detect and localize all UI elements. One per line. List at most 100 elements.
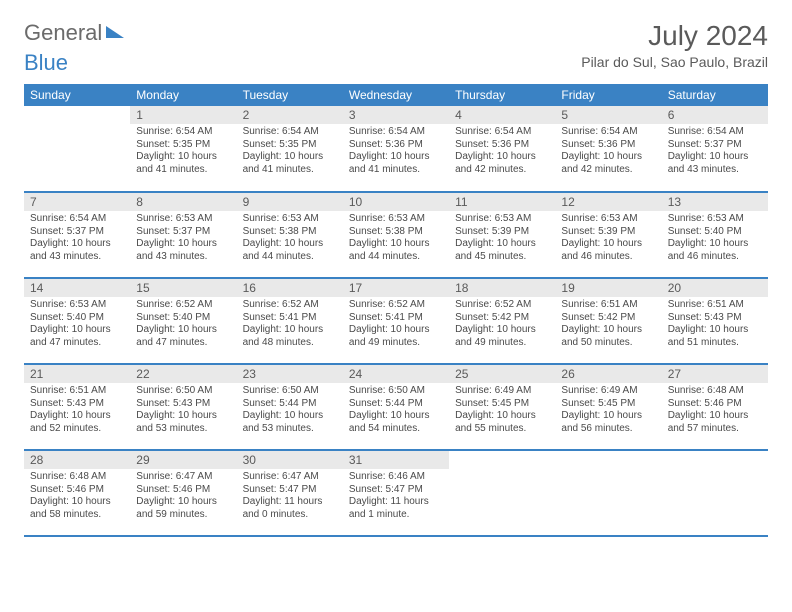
calendar-cell: 30Sunrise: 6:47 AMSunset: 5:47 PMDayligh… — [237, 450, 343, 536]
sunrise-text: Sunrise: 6:54 AM — [30, 213, 124, 226]
day-body: Sunrise: 6:54 AMSunset: 5:36 PMDaylight:… — [555, 124, 661, 182]
day-number: 15 — [130, 279, 236, 297]
sunset-text: Sunset: 5:41 PM — [349, 312, 443, 325]
calendar-cell: 24Sunrise: 6:50 AMSunset: 5:44 PMDayligh… — [343, 364, 449, 450]
sunrise-text: Sunrise: 6:47 AM — [136, 471, 230, 484]
triangle-icon — [106, 26, 124, 38]
sunrise-text: Sunrise: 6:49 AM — [455, 385, 549, 398]
sunset-text: Sunset: 5:36 PM — [561, 139, 655, 152]
day-number: 13 — [662, 193, 768, 211]
daylight-text: Daylight: 10 hours and 44 minutes. — [349, 238, 443, 263]
daylight-text: Daylight: 10 hours and 52 minutes. — [30, 410, 124, 435]
day-number: 5 — [555, 106, 661, 124]
day-number: 23 — [237, 365, 343, 383]
calendar-table: Sunday Monday Tuesday Wednesday Thursday… — [24, 84, 768, 537]
day-body: Sunrise: 6:52 AMSunset: 5:41 PMDaylight:… — [343, 297, 449, 355]
day-body: Sunrise: 6:54 AMSunset: 5:37 PMDaylight:… — [662, 124, 768, 182]
day-body: Sunrise: 6:50 AMSunset: 5:44 PMDaylight:… — [237, 383, 343, 441]
day-body: Sunrise: 6:53 AMSunset: 5:39 PMDaylight:… — [555, 211, 661, 269]
sunrise-text: Sunrise: 6:54 AM — [136, 126, 230, 139]
col-wednesday: Wednesday — [343, 84, 449, 106]
daylight-text: Daylight: 10 hours and 55 minutes. — [455, 410, 549, 435]
day-body: Sunrise: 6:51 AMSunset: 5:43 PMDaylight:… — [662, 297, 768, 355]
sunrise-text: Sunrise: 6:53 AM — [30, 299, 124, 312]
sunset-text: Sunset: 5:37 PM — [136, 226, 230, 239]
daylight-text: Daylight: 10 hours and 43 minutes. — [136, 238, 230, 263]
day-number — [449, 451, 555, 455]
calendar-cell: 20Sunrise: 6:51 AMSunset: 5:43 PMDayligh… — [662, 278, 768, 364]
day-number — [662, 451, 768, 455]
day-body: Sunrise: 6:48 AMSunset: 5:46 PMDaylight:… — [662, 383, 768, 441]
day-number: 24 — [343, 365, 449, 383]
daylight-text: Daylight: 10 hours and 47 minutes. — [30, 324, 124, 349]
col-saturday: Saturday — [662, 84, 768, 106]
day-number: 12 — [555, 193, 661, 211]
sunset-text: Sunset: 5:36 PM — [455, 139, 549, 152]
day-body: Sunrise: 6:48 AMSunset: 5:46 PMDaylight:… — [24, 469, 130, 527]
calendar-cell: 22Sunrise: 6:50 AMSunset: 5:43 PMDayligh… — [130, 364, 236, 450]
day-number: 10 — [343, 193, 449, 211]
calendar-cell: 19Sunrise: 6:51 AMSunset: 5:42 PMDayligh… — [555, 278, 661, 364]
day-number: 20 — [662, 279, 768, 297]
day-body: Sunrise: 6:53 AMSunset: 5:37 PMDaylight:… — [130, 211, 236, 269]
calendar-cell: 8Sunrise: 6:53 AMSunset: 5:37 PMDaylight… — [130, 192, 236, 278]
day-number: 30 — [237, 451, 343, 469]
calendar-week: 21Sunrise: 6:51 AMSunset: 5:43 PMDayligh… — [24, 364, 768, 450]
daylight-text: Daylight: 10 hours and 41 minutes. — [349, 151, 443, 176]
sunset-text: Sunset: 5:36 PM — [349, 139, 443, 152]
sunrise-text: Sunrise: 6:52 AM — [455, 299, 549, 312]
day-number: 3 — [343, 106, 449, 124]
calendar-cell: 15Sunrise: 6:52 AMSunset: 5:40 PMDayligh… — [130, 278, 236, 364]
sunset-text: Sunset: 5:39 PM — [455, 226, 549, 239]
calendar-cell: 12Sunrise: 6:53 AMSunset: 5:39 PMDayligh… — [555, 192, 661, 278]
daylight-text: Daylight: 10 hours and 53 minutes. — [136, 410, 230, 435]
sunrise-text: Sunrise: 6:53 AM — [455, 213, 549, 226]
day-number: 6 — [662, 106, 768, 124]
daylight-text: Daylight: 10 hours and 43 minutes. — [30, 238, 124, 263]
month-title: July 2024 — [581, 20, 768, 52]
day-number: 8 — [130, 193, 236, 211]
sunset-text: Sunset: 5:37 PM — [30, 226, 124, 239]
daylight-text: Daylight: 11 hours and 0 minutes. — [243, 496, 337, 521]
day-number: 17 — [343, 279, 449, 297]
daylight-text: Daylight: 10 hours and 51 minutes. — [668, 324, 762, 349]
calendar-cell — [555, 450, 661, 536]
daylight-text: Daylight: 10 hours and 41 minutes. — [136, 151, 230, 176]
day-number: 1 — [130, 106, 236, 124]
logo-text-2: Blue — [24, 50, 68, 76]
title-block: July 2024 Pilar do Sul, Sao Paulo, Brazi… — [581, 20, 768, 70]
calendar-cell: 17Sunrise: 6:52 AMSunset: 5:41 PMDayligh… — [343, 278, 449, 364]
day-body: Sunrise: 6:53 AMSunset: 5:38 PMDaylight:… — [237, 211, 343, 269]
sunset-text: Sunset: 5:37 PM — [668, 139, 762, 152]
calendar-cell: 23Sunrise: 6:50 AMSunset: 5:44 PMDayligh… — [237, 364, 343, 450]
day-number: 22 — [130, 365, 236, 383]
calendar-cell: 10Sunrise: 6:53 AMSunset: 5:38 PMDayligh… — [343, 192, 449, 278]
day-number: 25 — [449, 365, 555, 383]
calendar-header-row: Sunday Monday Tuesday Wednesday Thursday… — [24, 84, 768, 106]
daylight-text: Daylight: 10 hours and 57 minutes. — [668, 410, 762, 435]
daylight-text: Daylight: 10 hours and 41 minutes. — [243, 151, 337, 176]
sunset-text: Sunset: 5:43 PM — [30, 398, 124, 411]
day-number: 4 — [449, 106, 555, 124]
daylight-text: Daylight: 10 hours and 46 minutes. — [561, 238, 655, 263]
daylight-text: Daylight: 10 hours and 44 minutes. — [243, 238, 337, 263]
day-body: Sunrise: 6:52 AMSunset: 5:41 PMDaylight:… — [237, 297, 343, 355]
day-body: Sunrise: 6:52 AMSunset: 5:40 PMDaylight:… — [130, 297, 236, 355]
daylight-text: Daylight: 10 hours and 48 minutes. — [243, 324, 337, 349]
sunrise-text: Sunrise: 6:53 AM — [136, 213, 230, 226]
daylight-text: Daylight: 10 hours and 58 minutes. — [30, 496, 124, 521]
col-friday: Friday — [555, 84, 661, 106]
logo: General — [24, 20, 124, 46]
location: Pilar do Sul, Sao Paulo, Brazil — [581, 54, 768, 70]
day-body: Sunrise: 6:51 AMSunset: 5:42 PMDaylight:… — [555, 297, 661, 355]
calendar-cell: 31Sunrise: 6:46 AMSunset: 5:47 PMDayligh… — [343, 450, 449, 536]
daylight-text: Daylight: 10 hours and 54 minutes. — [349, 410, 443, 435]
day-body: Sunrise: 6:53 AMSunset: 5:39 PMDaylight:… — [449, 211, 555, 269]
sunrise-text: Sunrise: 6:53 AM — [561, 213, 655, 226]
sunset-text: Sunset: 5:44 PM — [349, 398, 443, 411]
daylight-text: Daylight: 10 hours and 49 minutes. — [349, 324, 443, 349]
day-number: 19 — [555, 279, 661, 297]
calendar-cell: 27Sunrise: 6:48 AMSunset: 5:46 PMDayligh… — [662, 364, 768, 450]
sunrise-text: Sunrise: 6:54 AM — [349, 126, 443, 139]
sunset-text: Sunset: 5:46 PM — [136, 484, 230, 497]
